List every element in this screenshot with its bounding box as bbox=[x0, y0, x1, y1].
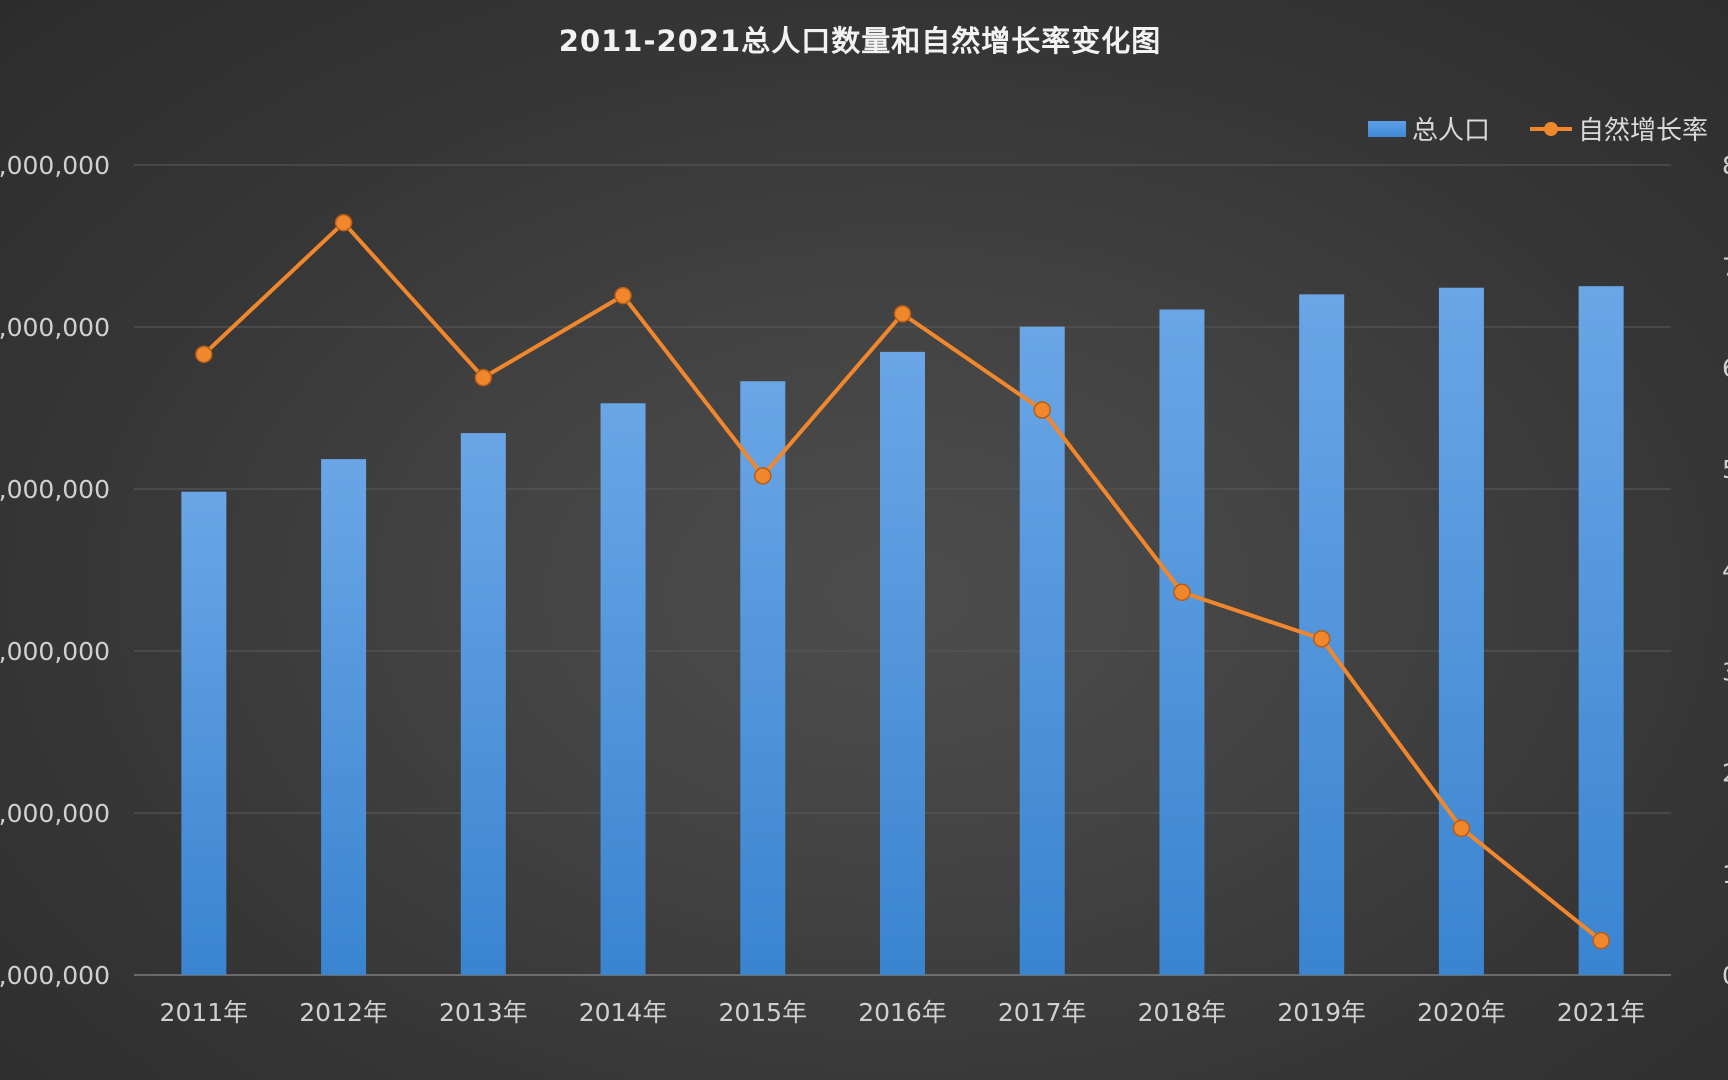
x-axis-tick-label: 2012年 bbox=[299, 998, 388, 1027]
point-growth-rate bbox=[195, 345, 213, 364]
bar-population bbox=[1578, 286, 1624, 975]
point-growth-rate bbox=[614, 286, 632, 305]
right-axis-tick-label: 2 bbox=[1722, 759, 1728, 788]
bar-population bbox=[600, 403, 646, 975]
legend-label-population: 总人口 bbox=[1412, 116, 1491, 146]
legend-label-growth-rate: 自然增长率 bbox=[1578, 116, 1709, 146]
point-growth-rate bbox=[474, 368, 493, 387]
point-growth-rate bbox=[1173, 583, 1191, 602]
point-growth-rate bbox=[1033, 401, 1051, 419]
chart-title: 2011-2021总人口数量和自然增长率变化图 bbox=[558, 24, 1162, 58]
right-axis-tick-label: 5 bbox=[1722, 455, 1728, 484]
left-axis-tick-label: 1,350,000,000 bbox=[0, 475, 110, 504]
x-axis-tick-label: 2011年 bbox=[160, 998, 249, 1027]
right-axis-tick-label: 6 bbox=[1722, 354, 1728, 383]
point-growth-rate bbox=[1452, 819, 1471, 837]
point-growth-rate bbox=[334, 213, 353, 232]
x-axis-tick-label: 2018年 bbox=[1138, 998, 1227, 1027]
point-growth-rate bbox=[1592, 931, 1610, 950]
bar-population bbox=[460, 433, 506, 975]
legend: 总人口 自然增长率 bbox=[1368, 110, 1708, 147]
x-axis-tick-label: 2015年 bbox=[718, 998, 807, 1027]
bar-population bbox=[880, 351, 925, 976]
legend-line-swatch bbox=[1530, 121, 1573, 136]
left-axis-tick-label: 1,450,000,000 bbox=[0, 151, 110, 180]
left-axis-tick-label: 1,400,000,000 bbox=[0, 313, 110, 342]
right-axis-tick-label: 1 bbox=[1722, 860, 1728, 889]
x-axis-tick-label: 2021年 bbox=[1557, 998, 1646, 1027]
x-axis-tick-label: 2016年 bbox=[858, 998, 947, 1027]
x-axis-tick-label: 2013年 bbox=[439, 998, 528, 1027]
point-growth-rate bbox=[1312, 630, 1331, 648]
bar-population bbox=[1019, 326, 1065, 976]
bar-population bbox=[1438, 287, 1484, 975]
x-axis-tick-label: 2019年 bbox=[1277, 998, 1366, 1027]
left-axis-tick-label: 1,200,000,000 bbox=[0, 961, 110, 990]
bar-population bbox=[181, 491, 227, 975]
bar-population bbox=[321, 459, 367, 975]
point-growth-rate bbox=[754, 467, 772, 485]
right-axis-tick-label: 0 bbox=[1722, 961, 1728, 990]
right-axis-tick-label: 8 bbox=[1722, 151, 1728, 180]
x-axis-tick-label: 2017年 bbox=[998, 998, 1087, 1027]
right-axis-tick-label: 3 bbox=[1722, 657, 1728, 686]
bar-population bbox=[1159, 309, 1205, 976]
right-axis-tick-label: 7 bbox=[1722, 252, 1728, 281]
left-axis-tick-label: 1,250,000,000 bbox=[0, 799, 110, 828]
left-axis-tick-label: 1,300,000,000 bbox=[0, 637, 110, 666]
right-axis-tick-label: 4 bbox=[1722, 556, 1728, 585]
x-axis-tick-label: 2020年 bbox=[1417, 998, 1506, 1027]
x-axis-tick-label: 2014年 bbox=[579, 998, 668, 1027]
point-growth-rate bbox=[893, 305, 912, 323]
legend-bar-swatch bbox=[1368, 120, 1406, 137]
